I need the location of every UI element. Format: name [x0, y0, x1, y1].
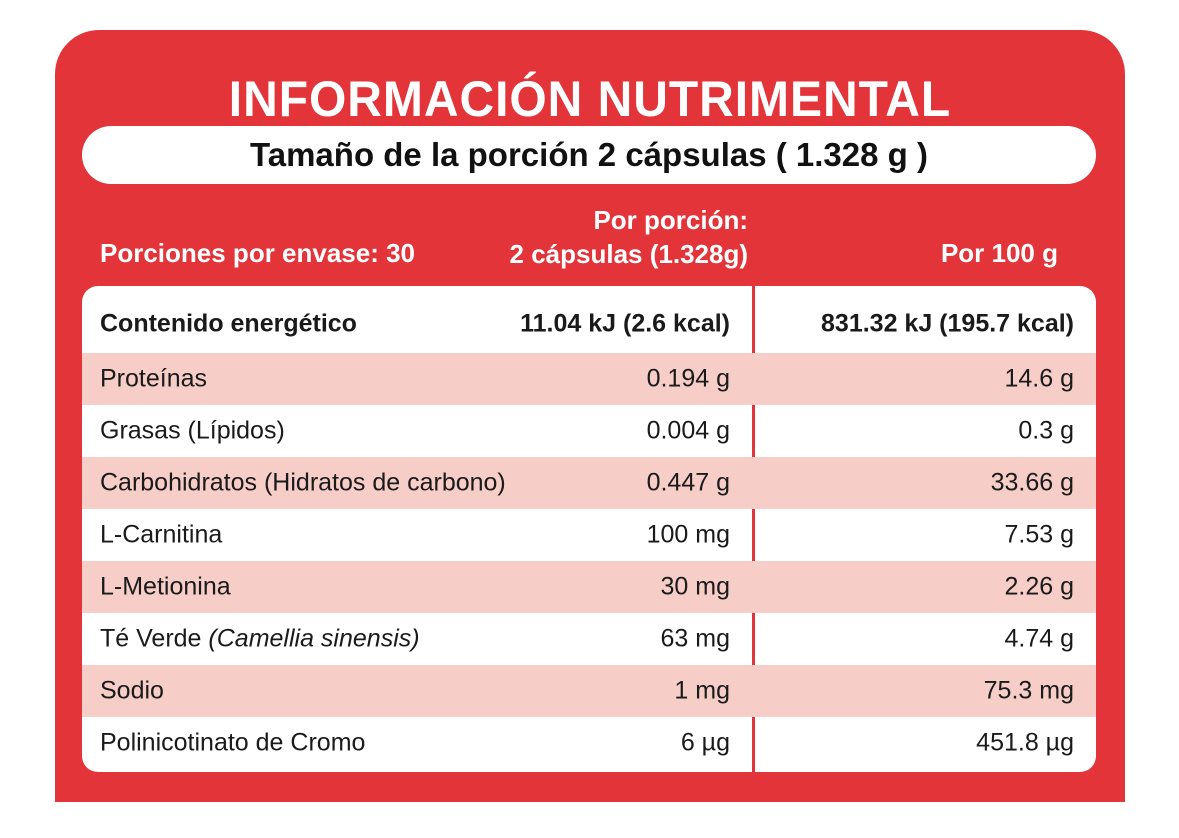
nutrient-name: Té Verde (Camellia sinensis)	[100, 625, 420, 654]
per-100g-value: 14.6 g	[1004, 364, 1074, 393]
serving-size-text: Tamaño de la porción 2 cápsulas ( 1.328 …	[250, 136, 928, 173]
per-serving-value: 0.447 g	[646, 468, 730, 497]
table-row-l-carnitine: L-Carnitina 100 mg 7.53 g	[82, 509, 1096, 561]
nutrient-name: Proteínas	[100, 364, 208, 393]
nutrient-name: Grasas (Lípidos)	[100, 416, 285, 445]
per-100g-value: 831.32 kJ (195.7 kcal)	[821, 309, 1074, 338]
nutrition-table: Contenido energético 11.04 kJ (2.6 kcal)…	[82, 286, 1096, 772]
per-serving-header-line2: 2 cápsulas (1.328g)	[509, 239, 748, 269]
column-divider	[752, 286, 755, 772]
table-row-energy: Contenido energético 11.04 kJ (2.6 kcal)…	[82, 298, 1096, 350]
table-row-chromium: Polinicotinato de Cromo 6 µg 451.8 µg	[82, 717, 1096, 769]
per-serving-value: 11.04 kJ (2.6 kcal)	[520, 309, 730, 338]
nutrient-name: L-Metionina	[100, 572, 231, 601]
per-100g-value: 33.66 g	[990, 468, 1074, 497]
nutrient-name-scientific: (Camellia sinensis)	[208, 624, 420, 653]
table-row-l-methionine: L-Metionina 30 mg 2.26 g	[82, 561, 1096, 613]
table-row-green-tea: Té Verde (Camellia sinensis) 63 mg 4.74 …	[82, 613, 1096, 665]
per-100g-header: Por 100 g	[940, 238, 1058, 268]
per-serving-value: 100 mg	[646, 520, 730, 549]
table-row-proteins: Proteínas 0.194 g 14.6 g	[82, 353, 1096, 405]
table-row-fats: Grasas (Lípidos) 0.004 g 0.3 g	[82, 405, 1096, 457]
table-row-carbohydrates: Carbohidratos (Hidratos de carbono) 0.44…	[82, 457, 1096, 509]
nutrient-name: Carbohidratos (Hidratos de carbono)	[100, 468, 506, 497]
nutrient-name: Contenido energético	[100, 309, 357, 338]
servings-per-container-header: Porciones por envase: 30	[100, 238, 416, 268]
per-serving-value: 0.194 g	[646, 364, 730, 393]
per-serving-header-line1: Por porción:	[593, 205, 748, 235]
nutrient-name: L-Carnitina	[100, 520, 223, 549]
per-100g-value: 75.3 mg	[983, 676, 1074, 705]
serving-size-banner: Tamaño de la porción 2 cápsulas ( 1.328 …	[82, 126, 1096, 184]
per-100g-value: 451.8 µg	[976, 728, 1074, 757]
per-100g-value: 7.53 g	[1004, 520, 1074, 549]
per-serving-value: 0.004 g	[646, 416, 730, 445]
table-row-sodium: Sodio 1 mg 75.3 mg	[82, 665, 1096, 717]
per-100g-value: 4.74 g	[1004, 624, 1074, 653]
per-serving-header: Por porción: 2 cápsulas (1.328g)	[486, 203, 748, 271]
per-serving-value: 1 mg	[674, 676, 730, 705]
nutrient-name: Polinicotinato de Cromo	[100, 728, 366, 757]
per-100g-value: 2.26 g	[1004, 572, 1074, 601]
label-title: INFORMACIÓN NUTRIMENTAL	[228, 71, 952, 127]
per-serving-value: 6 µg	[680, 728, 730, 757]
per-serving-value: 30 mg	[660, 572, 730, 601]
nutrient-name: Sodio	[100, 676, 164, 705]
per-serving-value: 63 mg	[660, 624, 730, 653]
per-100g-value: 0.3 g	[1018, 416, 1074, 445]
nutrient-name-main: Té Verde	[100, 624, 202, 653]
